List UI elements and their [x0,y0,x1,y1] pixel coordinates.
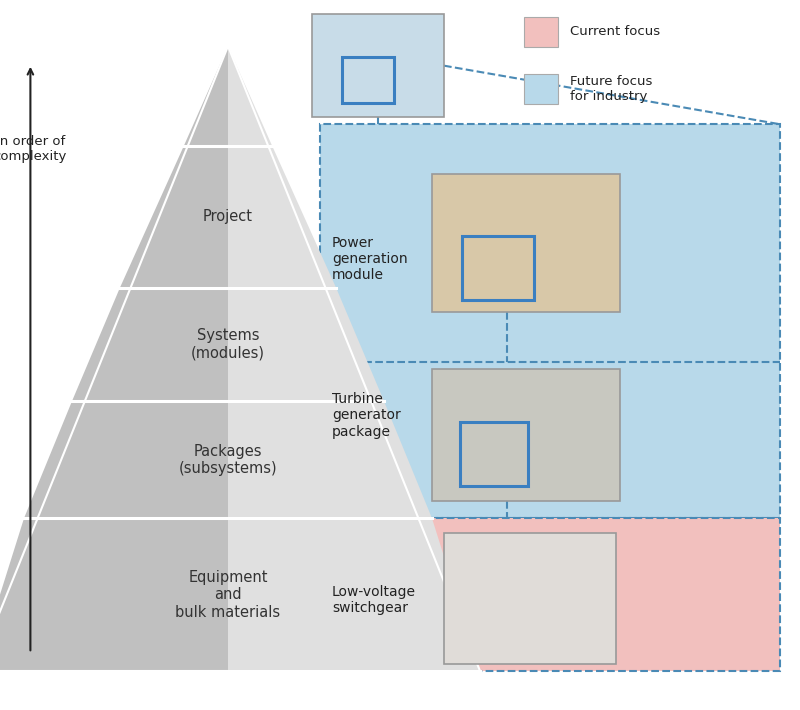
Polygon shape [228,401,432,518]
Text: Future focus
for industry: Future focus for industry [570,75,652,103]
Polygon shape [120,146,228,288]
FancyBboxPatch shape [524,74,558,104]
Polygon shape [24,401,228,518]
FancyBboxPatch shape [312,14,444,117]
Polygon shape [228,46,272,146]
Text: SPAR: SPAR [353,17,391,33]
FancyBboxPatch shape [432,369,620,501]
FancyBboxPatch shape [320,124,780,518]
Polygon shape [228,518,480,671]
Text: Low-voltage
switchgear: Low-voltage switchgear [332,585,416,615]
Polygon shape [228,146,336,288]
Polygon shape [228,288,384,401]
FancyBboxPatch shape [524,17,558,47]
Polygon shape [72,288,228,401]
FancyBboxPatch shape [320,518,780,671]
Text: Turbine
generator
package: Turbine generator package [332,392,401,439]
FancyBboxPatch shape [444,532,616,664]
Text: Systems
(modules): Systems (modules) [191,328,265,361]
Text: Equipment
and
bulk materials: Equipment and bulk materials [175,569,281,620]
Polygon shape [184,46,228,146]
Polygon shape [0,518,228,671]
FancyBboxPatch shape [432,174,620,312]
Text: Packages
(subsystems): Packages (subsystems) [178,444,278,476]
Text: Project: Project [203,209,253,224]
Text: Current focus: Current focus [570,26,660,38]
Text: In order of
complexity: In order of complexity [0,135,67,163]
Text: Power
generation
module: Power generation module [332,236,408,283]
